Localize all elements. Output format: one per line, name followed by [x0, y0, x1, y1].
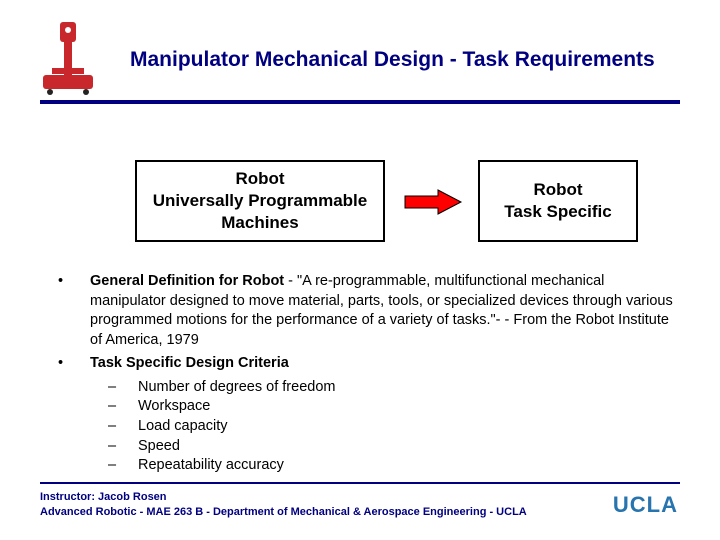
sub-bullet-mark: –	[108, 397, 138, 417]
footer-line1: Instructor: Jacob Rosen	[40, 491, 167, 503]
footer-divider	[40, 482, 680, 484]
bullet-text: Task Specific Design Criteria	[90, 354, 680, 374]
robot-icon	[38, 20, 98, 95]
box1-line1: Robot	[235, 169, 284, 188]
bullet-mark: •	[50, 272, 90, 350]
footer-text: Instructor: Jacob Rosen Advanced Robotic…	[40, 490, 527, 520]
sub-bullet-text: Workspace	[138, 397, 210, 417]
diagram-area: Robot Universally Programmable Machines …	[0, 160, 720, 250]
ucla-logo: UCLA	[613, 492, 678, 518]
sub-bullet-mark: –	[108, 378, 138, 398]
arrow-icon	[403, 188, 463, 216]
sub-bullet-item: – Workspace	[50, 397, 680, 417]
body-content: • General Definition for Robot - "A re-p…	[50, 272, 680, 476]
sub-bullet-mark: –	[108, 417, 138, 437]
box1-line2: Universally Programmable	[153, 191, 367, 210]
sub-bullet-item: – Repeatability accuracy	[50, 456, 680, 476]
slide-title: Manipulator Mechanical Design - Task Req…	[130, 48, 655, 72]
box2-line2: Task Specific	[504, 202, 611, 221]
sub-bullet-mark: –	[108, 456, 138, 476]
sub-bullet-text: Speed	[138, 437, 180, 457]
box-universal-robot: Robot Universally Programmable Machines	[135, 160, 385, 242]
sub-bullet-text: Load capacity	[138, 417, 227, 437]
footer-line2: Advanced Robotic - MAE 263 B - Departmen…	[40, 506, 527, 518]
sub-bullet-text: Number of degrees of freedom	[138, 378, 335, 398]
sub-bullet-item: – Speed	[50, 437, 680, 457]
sub-bullet-item: – Load capacity	[50, 417, 680, 437]
sub-bullet-item: – Number of degrees of freedom	[50, 378, 680, 398]
bullet-text: General Definition for Robot - "A re-pro…	[90, 272, 680, 350]
slide-header: Manipulator Mechanical Design - Task Req…	[0, 0, 720, 100]
slide: Manipulator Mechanical Design - Task Req…	[0, 0, 720, 540]
header-divider	[40, 100, 680, 104]
sub-bullet-text: Repeatability accuracy	[138, 456, 284, 476]
box1-line3: Machines	[221, 213, 298, 232]
bullet-label: General Definition for Robot	[90, 273, 284, 289]
sub-bullet-mark: –	[108, 437, 138, 457]
box2-line1: Robot	[533, 180, 582, 199]
bullet-item: • Task Specific Design Criteria	[50, 354, 680, 374]
bullet-mark: •	[50, 354, 90, 374]
box-task-specific-robot: Robot Task Specific	[478, 160, 638, 242]
bullet-label: Task Specific Design Criteria	[90, 355, 289, 371]
bullet-item: • General Definition for Robot - "A re-p…	[50, 272, 680, 350]
